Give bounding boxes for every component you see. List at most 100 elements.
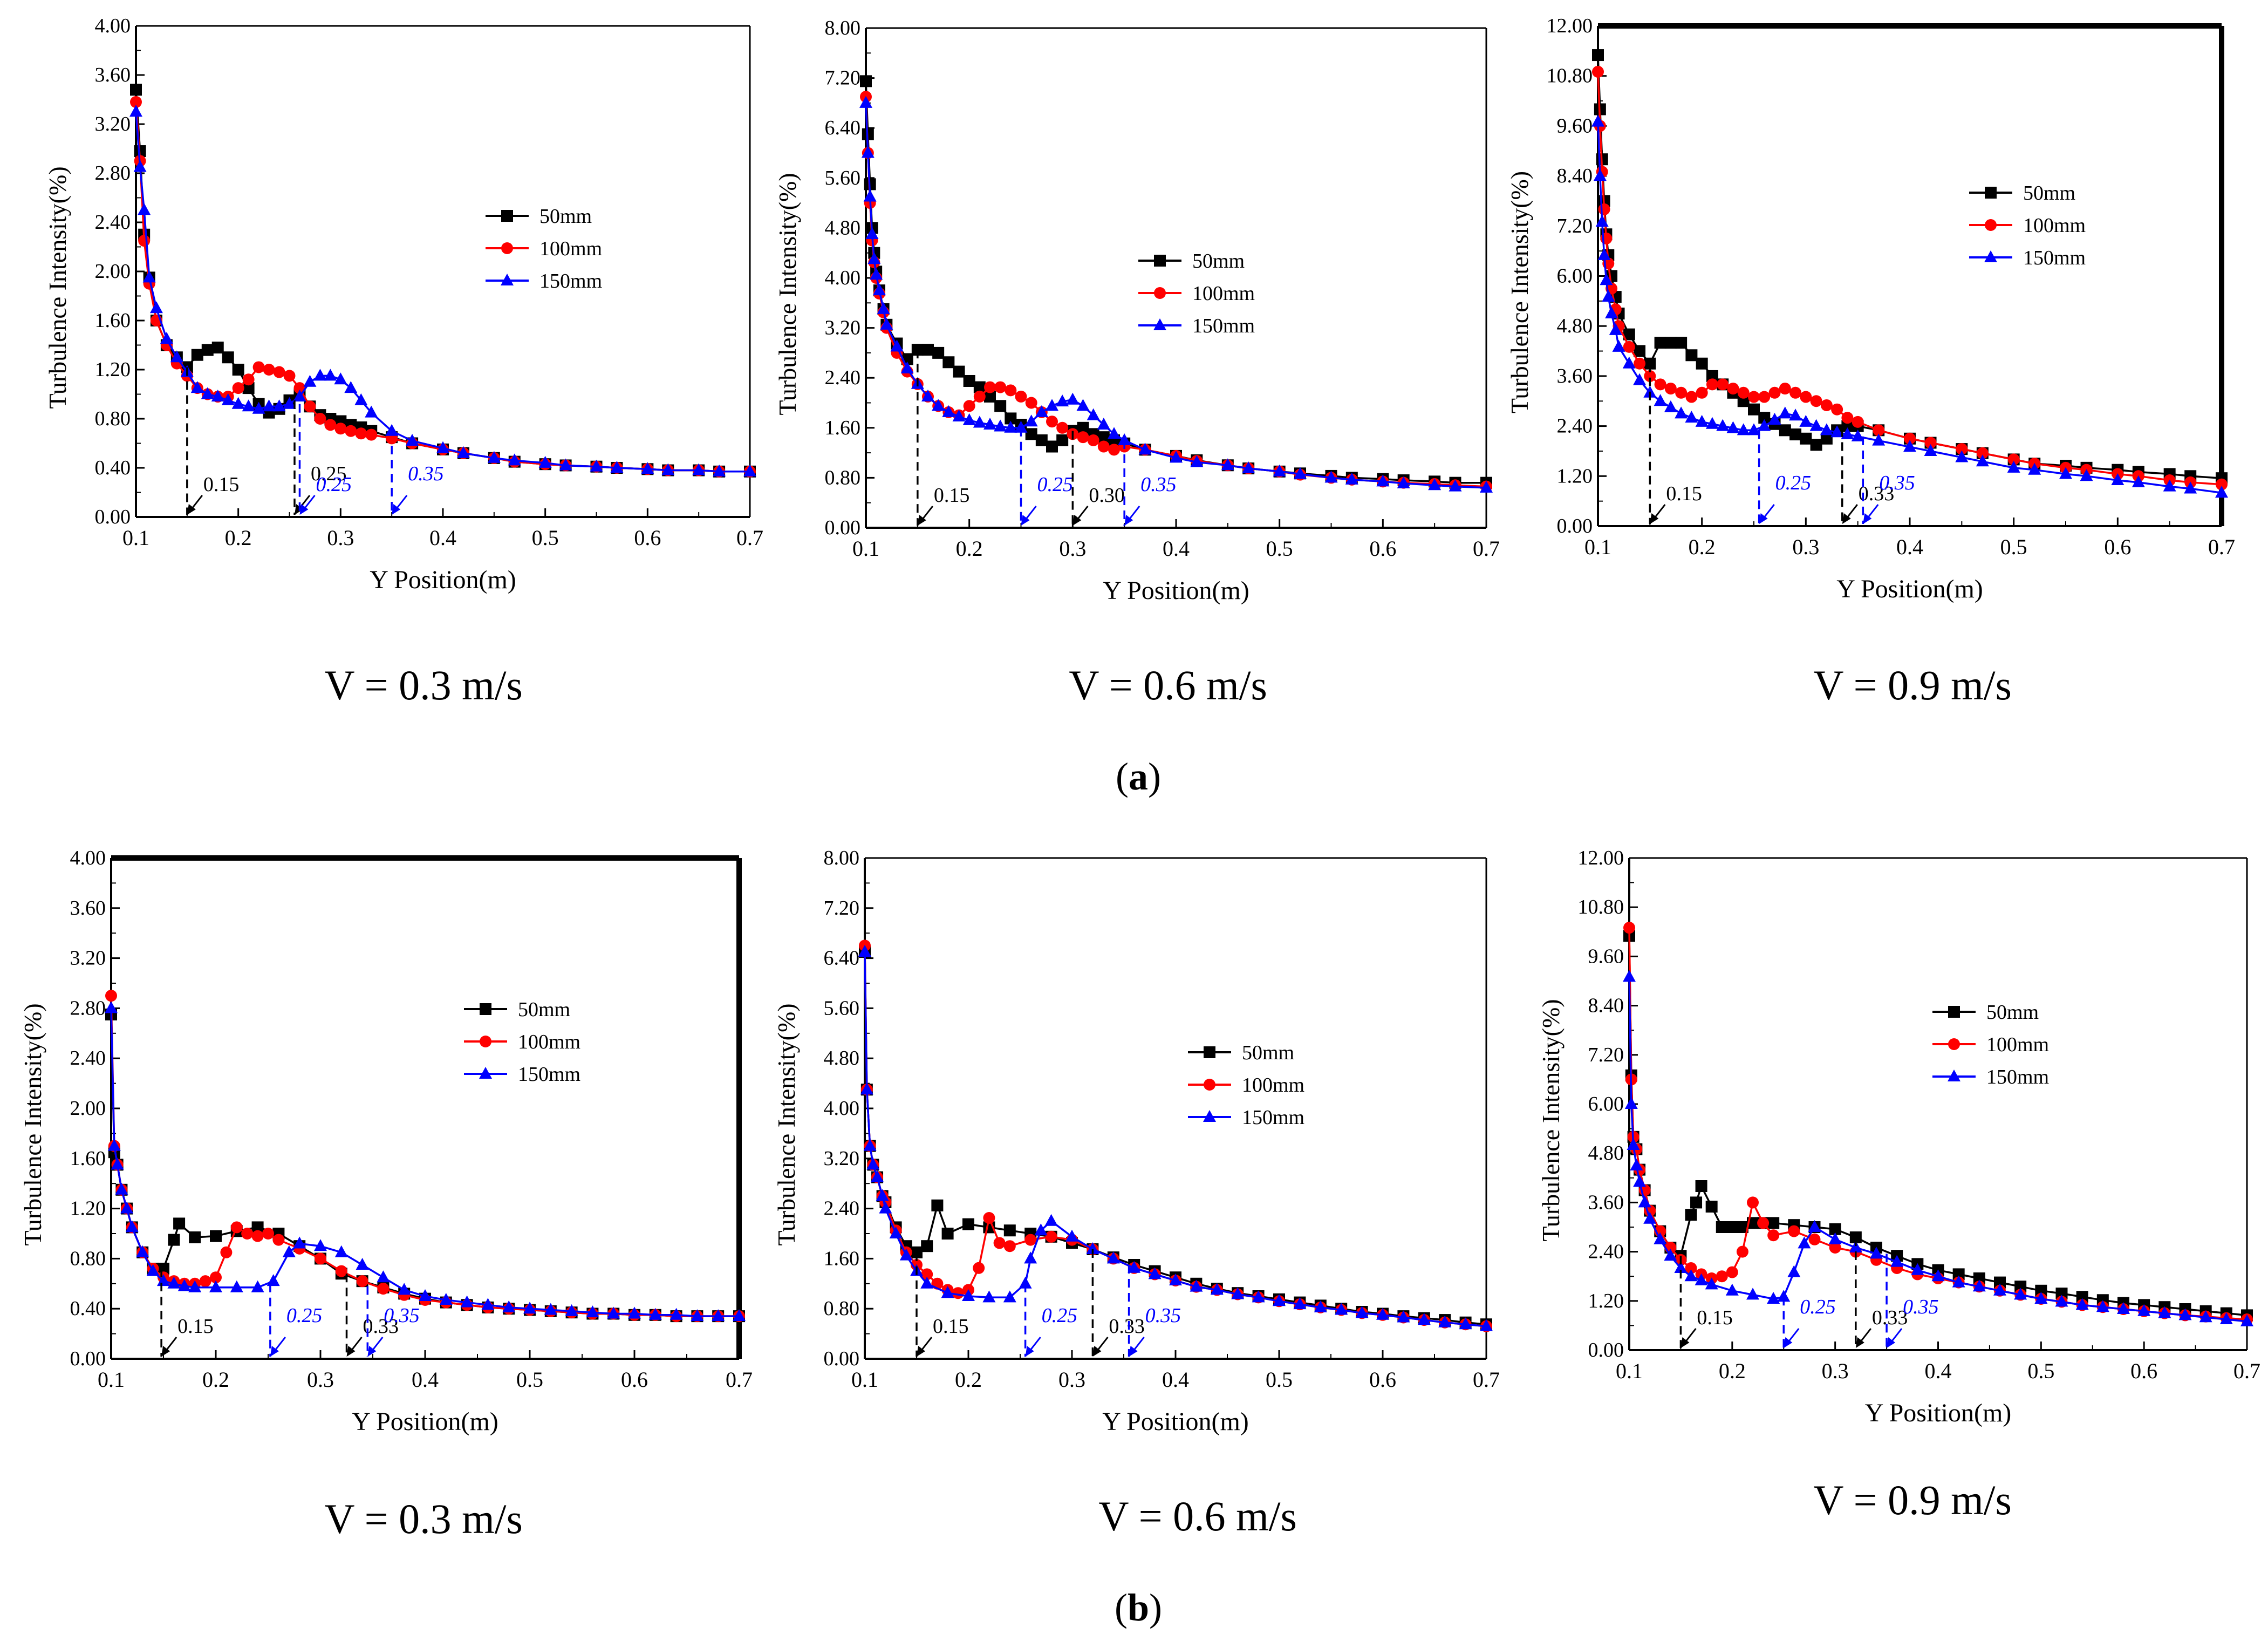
data-point-100mm	[1726, 1266, 1738, 1278]
data-point-150mm	[272, 399, 286, 412]
data-point-150mm	[1870, 1247, 1883, 1259]
data-point-150mm	[867, 252, 881, 264]
y-axis-label: Turbulence Intensity(%)	[773, 1003, 800, 1245]
y-tick-label: 8.40	[1588, 995, 1624, 1017]
chart-b-1: 0.00 0.40 0.80 1.20 1.60 2.00 2.40 2.80 3.20 3.60…	[19, 847, 753, 1436]
data-point-150mm	[1004, 420, 1017, 433]
data-point-100mm	[315, 1252, 326, 1265]
data-point-150mm	[641, 462, 654, 474]
data-point-150mm	[607, 1306, 620, 1319]
data-point-150mm	[365, 405, 378, 418]
x-tick-label: 0.1	[1584, 535, 1611, 559]
data-point-150mm	[1924, 444, 1937, 456]
legend-label-150mm: 150mm	[1986, 1066, 2049, 1088]
data-point-150mm	[1231, 1287, 1245, 1299]
annotation-arrowhead	[1650, 513, 1659, 524]
y-tick-label: 7.20	[825, 67, 861, 90]
y-tick-label: 8.40	[1557, 165, 1593, 187]
data-point-50mm	[173, 1217, 186, 1230]
data-point-150mm	[314, 1239, 327, 1251]
data-point-50mm	[953, 365, 965, 378]
data-point-100mm	[1800, 391, 1812, 403]
annotation-label: 0.35	[384, 1304, 420, 1327]
data-point-150mm	[1034, 1223, 1048, 1236]
data-point-150mm	[1056, 394, 1069, 407]
legend-label-100mm: 100mm	[518, 1031, 580, 1053]
legend-label-150mm: 150mm	[1242, 1106, 1304, 1129]
data-point-50mm	[1705, 1201, 1718, 1213]
data-point-150mm	[879, 1201, 892, 1214]
data-point-150mm	[487, 451, 501, 463]
y-tick-label: 3.20	[95, 113, 131, 135]
x-tick-label: 0.5	[2000, 535, 2027, 559]
series-100mm	[105, 990, 745, 1323]
data-point-150mm	[1787, 1265, 1801, 1277]
data-point-150mm	[1767, 1292, 1780, 1304]
legend-marker-50mm	[501, 210, 513, 222]
data-point-50mm	[1654, 337, 1666, 349]
annotation-arrowhead	[1784, 1337, 1793, 1348]
legend: 50mm 100mm 150mm	[1138, 250, 1255, 337]
data-point-150mm	[1675, 406, 1688, 419]
data-point-100mm	[1873, 424, 1885, 437]
series-150mm	[858, 945, 1493, 1331]
series-150mm	[1623, 970, 2253, 1326]
data-point-150mm	[1643, 1211, 1657, 1224]
chart-a-3: 0.00 1.20 2.40 3.60 4.80 6.00 7.20 8.40 9.60 10.8…	[1506, 15, 2235, 603]
data-point-150mm	[209, 1280, 222, 1292]
data-point-150mm	[267, 1274, 280, 1286]
data-point-150mm	[2240, 1314, 2253, 1326]
data-point-150mm	[1778, 406, 1792, 419]
data-point-150mm	[994, 419, 1007, 432]
series-50mm	[105, 1009, 745, 1323]
data-point-100mm	[1852, 416, 1864, 428]
series-50mm	[859, 946, 1492, 1331]
data-point-150mm	[1931, 1269, 1945, 1282]
data-point-50mm	[2055, 1288, 2068, 1300]
data-point-100mm	[1024, 1234, 1037, 1246]
data-point-100mm	[355, 427, 367, 440]
data-point-150mm	[2137, 1304, 2151, 1316]
data-point-150mm	[2163, 479, 2176, 492]
data-point-50mm	[1097, 431, 1110, 444]
y-tick-label: 2.40	[825, 366, 861, 389]
y-tick-label: 7.20	[824, 897, 860, 920]
annotation-arrowhead	[1124, 515, 1133, 526]
data-point-150mm	[880, 317, 893, 330]
data-point-100mm	[1015, 390, 1027, 403]
annotation-0.15: 0.15	[1649, 363, 1702, 524]
data-point-150mm	[1087, 408, 1100, 420]
data-point-100mm	[1685, 1262, 1697, 1274]
data-point-50mm	[1685, 349, 1698, 362]
chart-a-1: 0.00 0.40 0.80 1.20 1.60 2.00 2.40 2.80 3.20 3.60…	[44, 15, 763, 594]
data-point-150mm	[1903, 440, 1916, 452]
data-point-100mm	[1717, 378, 1729, 391]
annotation-0.15: 0.15	[160, 1268, 214, 1357]
data-point-100mm	[994, 381, 1007, 393]
data-point-150mm	[231, 397, 245, 409]
data-point-150mm	[877, 302, 890, 314]
y-tick-label: 2.00	[95, 260, 131, 283]
data-point-50mm	[1077, 421, 1089, 434]
data-point-150mm	[1746, 1288, 1759, 1300]
y-tick-label: 2.00	[70, 1097, 106, 1120]
data-point-150mm	[1747, 423, 1760, 435]
data-point-100mm	[1598, 203, 1610, 215]
data-point-100mm	[963, 400, 975, 412]
annotation-arrowhead	[1680, 1337, 1690, 1348]
series-line-100mm	[864, 945, 1487, 1327]
data-point-150mm	[1705, 1277, 1718, 1290]
x-tick-label: 0.3	[307, 1367, 334, 1392]
data-point-100mm	[356, 1275, 368, 1288]
data-point-150mm	[129, 105, 142, 117]
data-point-50mm	[168, 1234, 180, 1246]
caption-b-1: V = 0.3 m/s	[324, 1495, 523, 1542]
data-point-150mm	[105, 1001, 118, 1013]
data-point-150mm	[899, 1248, 913, 1261]
data-point-150mm	[1138, 442, 1152, 455]
y-tick-label: 6.40	[825, 117, 861, 139]
x-tick-label: 0.5	[2027, 1359, 2054, 1383]
data-point-150mm	[1294, 467, 1307, 479]
annotation-arrowhead	[1072, 515, 1082, 526]
data-point-100mm	[262, 1228, 274, 1240]
